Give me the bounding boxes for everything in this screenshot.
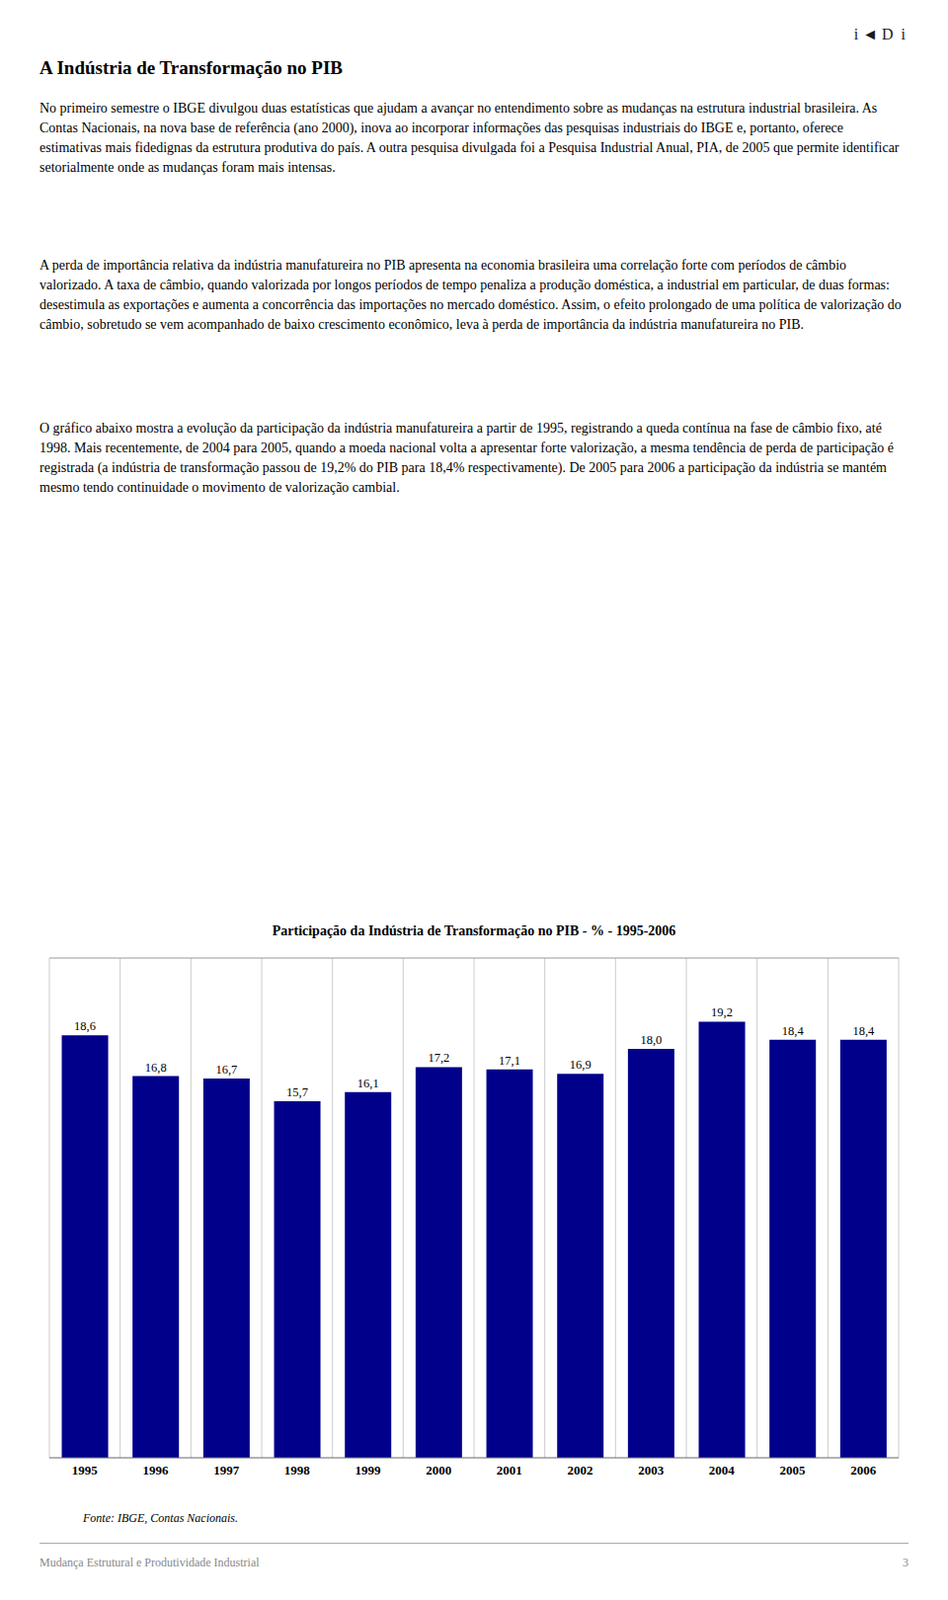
html-text:3: 3 bbox=[902, 1555, 909, 1570]
html-text:No primeiro semestre o IBGE di: No primeiro semestre o IBGE divulgou dua… bbox=[39, 100, 900, 175]
svg-text:15,7: 15,7 bbox=[286, 1085, 309, 1100]
svg-text:16,8: 16,8 bbox=[145, 1060, 167, 1075]
html-text:A Indústria de Transformação n: A Indústria de Transformação no PIB bbox=[39, 57, 343, 79]
html-text:Participação da Indústria de T: Participação da Indústria de Transformaç… bbox=[272, 923, 676, 939]
svg-text:1996: 1996 bbox=[143, 1462, 170, 1478]
svg-text:1997: 1997 bbox=[213, 1462, 240, 1478]
svg-text:18,6: 18,6 bbox=[74, 1019, 96, 1033]
svg-text:2001: 2001 bbox=[496, 1462, 523, 1478]
svg-text:1998: 1998 bbox=[284, 1462, 312, 1478]
svg-text:2002: 2002 bbox=[567, 1462, 594, 1478]
html-text:O gráfico abaixo mostra a evol: O gráfico abaixo mostra a evolução da pa… bbox=[39, 420, 894, 495]
svg-text:2004: 2004 bbox=[709, 1462, 736, 1478]
svg-text:1995: 1995 bbox=[72, 1462, 99, 1478]
svg-text:2006: 2006 bbox=[850, 1462, 877, 1478]
svg-text:19,2: 19,2 bbox=[711, 1005, 733, 1020]
svg-text:2000: 2000 bbox=[425, 1462, 452, 1478]
html-text:i ◄ D i: i ◄ D i bbox=[853, 25, 906, 43]
svg-text:18,4: 18,4 bbox=[852, 1024, 875, 1038]
html-text:Mudança Estrutural e Produtivi: Mudança Estrutural e Produtividade Indus… bbox=[39, 1555, 260, 1570]
svg-text:17,2: 17,2 bbox=[427, 1050, 450, 1065]
svg-text:16,9: 16,9 bbox=[569, 1057, 592, 1072]
html-text:Fonte: IBGE, Contas Nacionais.: Fonte: IBGE, Contas Nacionais. bbox=[82, 1510, 238, 1525]
svg-text:2005: 2005 bbox=[780, 1462, 807, 1478]
svg-text:18,4: 18,4 bbox=[782, 1024, 805, 1038]
svg-text:16,7: 16,7 bbox=[215, 1062, 237, 1077]
svg-text:1999: 1999 bbox=[355, 1462, 383, 1478]
svg-text:18,0: 18,0 bbox=[639, 1032, 662, 1047]
svg-text:17,1: 17,1 bbox=[498, 1053, 521, 1068]
svg-text:2003: 2003 bbox=[637, 1462, 665, 1478]
html-text:A perda de importância relativ: A perda de importância relativa da indús… bbox=[39, 257, 902, 332]
svg-text:16,1: 16,1 bbox=[357, 1076, 380, 1091]
